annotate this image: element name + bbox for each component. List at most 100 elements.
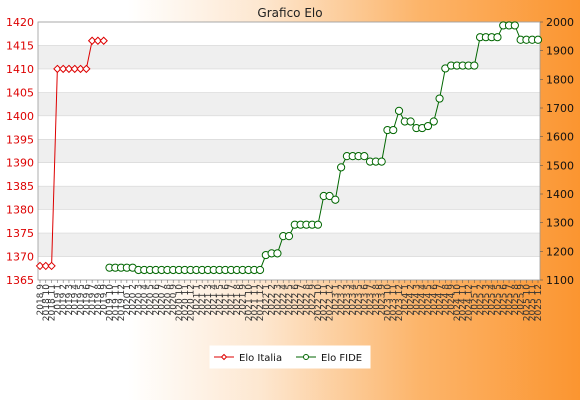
data-point-elo-fide xyxy=(510,21,519,30)
x-tick-label: 2019 7 xyxy=(88,284,98,316)
x-tick-label: 2020 8 xyxy=(163,284,173,316)
x-tick-label: 2021 8 xyxy=(233,284,243,316)
x-tick-label: 2023 4 xyxy=(349,284,359,316)
x-tick-label: 2019 4 xyxy=(71,284,81,316)
x-tick-label: 2022 6 xyxy=(291,284,301,316)
data-point-elo-italia xyxy=(41,261,50,271)
x-tick-label: 2022 1 xyxy=(262,284,272,316)
x-tick-label: 2024 5 xyxy=(424,284,434,316)
data-point-elo-italia xyxy=(47,261,56,271)
x-tick-label: 2020 1 xyxy=(123,284,133,316)
x-tick-label: 2025 9 xyxy=(517,284,527,316)
data-point-elo-italia xyxy=(87,36,97,45)
x-tick-label: 2018 11 xyxy=(48,284,58,321)
legend-label-elo-italia: Elo Italia xyxy=(239,353,282,364)
data-point-elo-italia xyxy=(93,36,103,45)
legend-marker-elo-fide xyxy=(303,354,309,360)
x-tick-label: 2025 11 xyxy=(528,284,538,321)
right-tick-label: 1900 xyxy=(546,45,574,58)
grid-band xyxy=(38,92,540,116)
x-tick-label: 2022 9 xyxy=(308,284,318,316)
left-tick-label: 1420 xyxy=(6,16,34,29)
x-tick-label: 2021 6 xyxy=(221,284,231,316)
grid-band xyxy=(38,186,540,210)
data-point-elo-fide xyxy=(255,265,265,275)
right-tick-label: 1400 xyxy=(546,188,574,201)
x-tick-label: 2023 6 xyxy=(360,284,370,316)
x-tick-label: 2021 12 xyxy=(256,284,266,321)
legend-box xyxy=(209,345,371,369)
x-tick-label: 2020 2 xyxy=(129,284,139,316)
x-tick-label: 2023 2 xyxy=(337,284,347,316)
x-tick-label: 2019 12 xyxy=(117,284,127,321)
data-point-elo-fide xyxy=(533,35,543,44)
data-point-elo-fide xyxy=(313,220,323,229)
grid-band xyxy=(38,139,540,163)
x-tick-label: 2025 12 xyxy=(534,284,544,321)
legend: Elo Italia Elo FIDE xyxy=(209,345,371,369)
data-point-elo-fide xyxy=(337,163,346,172)
data-point-elo-fide xyxy=(429,117,438,126)
x-tick-label: 2019 6 xyxy=(82,284,92,316)
x-tick-label: 2019 11 xyxy=(111,284,121,321)
x-tick-label: 2024 6 xyxy=(430,284,440,316)
series-layer xyxy=(35,21,543,275)
legend-item-elo-fide[interactable]: Elo FIDE xyxy=(296,353,362,364)
x-tick-label: 2022 12 xyxy=(326,284,336,321)
x-tick-label: 2024 1 xyxy=(401,284,411,316)
data-point-elo-italia xyxy=(76,64,85,74)
left-tick-label: 1365 xyxy=(6,274,34,287)
x-tick-label: 2018 10 xyxy=(42,284,52,321)
x-tick-label: 2025 6 xyxy=(499,284,509,316)
right-tick-label: 1600 xyxy=(546,131,574,144)
data-point-elo-fide xyxy=(394,106,404,115)
grid-band xyxy=(38,233,540,257)
x-tick-label: 2022 10 xyxy=(314,284,324,321)
x-tick-label: 2023 11 xyxy=(389,284,399,321)
data-point-elo-fide xyxy=(331,195,340,204)
x-tick-label: 2023 9 xyxy=(378,284,388,316)
right-tick-label: 1800 xyxy=(546,73,574,86)
x-tick-label: 2020 10 xyxy=(175,284,185,321)
right-axis: 1100 1200 1300 1400 1500 1600 1700 1800 1900 2000 xyxy=(540,16,574,287)
legend-item-elo-italia[interactable]: Elo Italia xyxy=(214,353,282,364)
chart-title: Grafico Elo xyxy=(257,6,322,20)
x-tick-label: 2024 10 xyxy=(453,284,463,321)
data-point-elo-fide xyxy=(284,232,294,241)
left-tick-label: 1385 xyxy=(6,180,34,193)
x-tick-label: 2020 3 xyxy=(134,284,144,316)
legend-marker-elo-italia xyxy=(220,353,228,361)
x-tick-label: 2023 1 xyxy=(331,284,341,316)
x-tick-label: 2020 6 xyxy=(152,284,162,316)
x-tick-label: 2022 7 xyxy=(297,284,307,316)
right-tick-label: 1700 xyxy=(546,102,574,115)
x-tick-label: 2024 11 xyxy=(459,284,469,321)
grid-bands xyxy=(38,45,540,257)
x-tick-label: 2020 11 xyxy=(181,284,191,321)
right-tick-label: 1200 xyxy=(546,245,574,258)
x-tick-label: 2020 7 xyxy=(158,284,168,316)
right-tick-label: 1100 xyxy=(546,274,574,287)
x-tick-label: 2024 2 xyxy=(407,284,417,316)
data-point-elo-italia xyxy=(35,261,45,271)
legend-label-elo-fide: Elo FIDE xyxy=(321,353,362,364)
x-tick-label: 2023 10 xyxy=(383,284,393,321)
x-tick-label: 2021 2 xyxy=(198,284,208,316)
x-tick-label: 2025 5 xyxy=(493,284,503,316)
x-tick-label: 2023 12 xyxy=(395,284,405,321)
x-tick-label: 2019 3 xyxy=(65,284,75,316)
x-tick-label: 2024 7 xyxy=(436,284,446,316)
x-tick-label: 2024 12 xyxy=(465,284,475,321)
left-tick-label: 1390 xyxy=(6,157,34,170)
x-tick-label: 2025 2 xyxy=(476,284,486,316)
x-tick-label: 2020 5 xyxy=(146,284,156,316)
left-tick-label: 1395 xyxy=(6,133,34,146)
x-tick-label: 2024 3 xyxy=(412,284,422,316)
left-tick-label: 1400 xyxy=(6,110,34,123)
data-point-elo-fide xyxy=(423,121,433,131)
data-point-elo-fide xyxy=(470,61,479,70)
left-tick-label: 1375 xyxy=(6,227,34,240)
x-tick-label: 2021 5 xyxy=(216,284,226,316)
x-tick-label: 2025 7 xyxy=(505,284,515,316)
